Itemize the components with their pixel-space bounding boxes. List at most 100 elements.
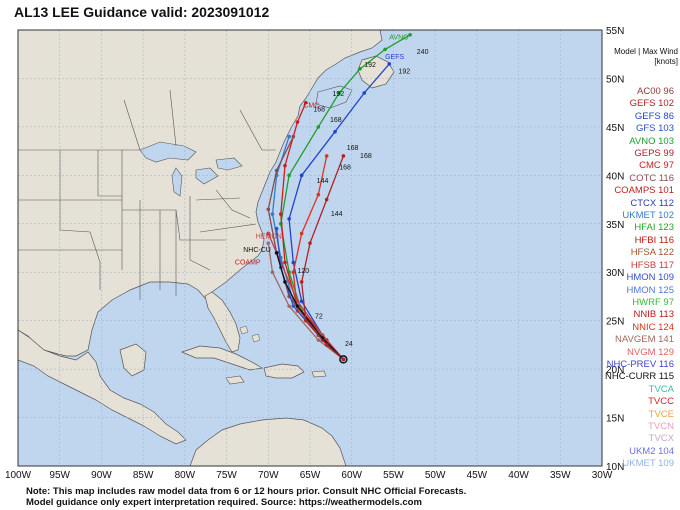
track-point bbox=[362, 91, 367, 95]
lat-tick-label: 20N bbox=[606, 365, 624, 376]
legend-model-name: AVNO bbox=[629, 135, 656, 147]
track-point bbox=[341, 154, 346, 158]
track-point bbox=[274, 251, 279, 255]
lat-axis-labels: 10N 15N 20N 25N 30N 35N 40N 45N 50N 55N bbox=[606, 26, 624, 473]
legend-max-wind: 101 bbox=[655, 185, 674, 197]
legend-item[interactable]: UKMET 109 bbox=[604, 458, 680, 470]
bahamas bbox=[239, 325, 261, 343]
legend-model-name: TVCC bbox=[648, 396, 674, 408]
note-line: Note: This map includes raw model data f… bbox=[26, 486, 467, 497]
legend-max-wind: 102 bbox=[655, 210, 674, 222]
legend-item[interactable]: GEPS 99 bbox=[604, 148, 680, 160]
legend-item[interactable]: TVCX bbox=[604, 433, 680, 445]
track-point bbox=[287, 304, 291, 308]
legend-item[interactable]: HMON 125 bbox=[604, 285, 680, 297]
legend-item[interactable]: CMC 97 bbox=[604, 160, 680, 172]
legend-item[interactable]: HFSA 122 bbox=[604, 247, 680, 259]
legend-item[interactable]: TVCC bbox=[604, 396, 680, 408]
lon-tick-label: 60W bbox=[341, 470, 362, 481]
track-label: 144 bbox=[317, 178, 329, 185]
legend-item[interactable]: GEFS 86 bbox=[604, 111, 680, 123]
track-point bbox=[266, 207, 271, 212]
lon-tick-label: 65W bbox=[300, 470, 321, 481]
legend-item[interactable]: COAMPS 101 bbox=[604, 185, 680, 197]
track-point bbox=[279, 212, 283, 216]
legend-item[interactable]: TVCN bbox=[604, 421, 680, 433]
track-point bbox=[337, 91, 342, 95]
legend-max-wind: 116 bbox=[656, 358, 674, 370]
legend-item[interactable]: HFSB 117 bbox=[604, 260, 680, 272]
central-america bbox=[18, 329, 187, 445]
lat-tick-label: 35N bbox=[606, 220, 624, 231]
track-label: 168 bbox=[360, 153, 372, 160]
legend-item[interactable]: NHC-CURR 115 bbox=[604, 371, 680, 383]
legend-model-name: NAVGEM bbox=[615, 334, 656, 346]
track-point bbox=[387, 62, 392, 66]
track-point bbox=[283, 280, 287, 284]
legend-item[interactable]: HFAI 123 bbox=[604, 222, 680, 234]
disclaimer-note: Note: This map includes raw model data f… bbox=[26, 486, 466, 508]
legend-item[interactable]: AC00 96 bbox=[604, 86, 680, 98]
legend-item[interactable]: NNIC 124 bbox=[604, 322, 680, 334]
legend-item[interactable]: CTCX 112 bbox=[604, 198, 680, 210]
track-point bbox=[266, 231, 271, 236]
legend-item[interactable]: UKMET 102 bbox=[604, 210, 680, 222]
legend-model-name: UKMET bbox=[622, 210, 656, 222]
legend-model-name: TVCE bbox=[648, 408, 674, 420]
track-point bbox=[291, 134, 296, 139]
track-label: 120 bbox=[297, 268, 309, 275]
legend-item[interactable]: TVCE bbox=[604, 409, 680, 421]
legend-item[interactable]: UKM2 104 bbox=[604, 446, 680, 458]
lat-tick-label: 40N bbox=[606, 171, 624, 182]
legend-item[interactable]: COTC 116 bbox=[604, 173, 680, 185]
track-label: 144 bbox=[331, 211, 343, 218]
track-labels: AVNO240GEFS192192192CMC16816816816816814… bbox=[235, 35, 429, 348]
lat-tick-label: 50N bbox=[606, 74, 624, 85]
legend-model-name: HFBI bbox=[634, 234, 657, 246]
legend-item[interactable]: HWRF 97 bbox=[604, 297, 680, 309]
lon-tick-label: 70W bbox=[258, 470, 279, 481]
track-point bbox=[291, 304, 296, 308]
note-line: Model guidance only expert interpretatio… bbox=[26, 497, 422, 508]
model-legend: AC00 96 GEFS 102 GEFS 86 GFS 103 AVNO 103 GEP… bbox=[604, 86, 680, 471]
legend-item[interactable]: GFS 103 bbox=[604, 123, 680, 135]
map-frame bbox=[17, 29, 603, 467]
legend-item[interactable]: HFBI 116 bbox=[604, 235, 680, 247]
legend-model-name: GEFS bbox=[634, 110, 661, 122]
lon-tick-label: 55W bbox=[383, 470, 404, 481]
legend-max-wind: 104 bbox=[655, 445, 674, 457]
legend-model-name: NHC-CURR bbox=[605, 371, 657, 383]
track-point bbox=[287, 217, 291, 221]
gulf-st-lawrence bbox=[315, 85, 353, 109]
track-point bbox=[283, 260, 287, 265]
track-point bbox=[324, 197, 329, 202]
legend-model-name: NVGM bbox=[627, 346, 656, 358]
legend-max-wind: 99 bbox=[660, 148, 674, 160]
legend-model-name: TVCA bbox=[648, 383, 674, 395]
track-point bbox=[383, 47, 387, 52]
legend-item[interactable]: NAVGEM 141 bbox=[604, 334, 680, 346]
legend-model-name: UKMET bbox=[622, 458, 656, 470]
legend-model-name: HWRF bbox=[632, 296, 661, 308]
track-point bbox=[291, 270, 296, 275]
map-title: AL13 LEE Guidance valid: 2023091012 bbox=[14, 4, 270, 20]
legend-item[interactable]: GEFS 102 bbox=[604, 98, 680, 110]
legend-item[interactable]: AVNO 103 bbox=[604, 136, 680, 148]
legend-item[interactable]: NVGM 129 bbox=[604, 347, 680, 359]
lon-tick-label: 35W bbox=[550, 470, 571, 481]
legend-item[interactable]: NNIB 113 bbox=[604, 309, 680, 321]
lat-tick-label: 10N bbox=[606, 462, 624, 473]
legend-item[interactable]: HMON 109 bbox=[604, 272, 680, 284]
track-point bbox=[316, 192, 321, 197]
track-point bbox=[308, 241, 312, 245]
legend-model-name: TVCN bbox=[648, 420, 674, 432]
lon-tick-label: 100W bbox=[5, 470, 32, 481]
track-point bbox=[274, 226, 279, 231]
legend-item[interactable]: TVCA bbox=[604, 384, 680, 396]
hispaniola bbox=[263, 363, 305, 379]
legend-max-wind: 113 bbox=[656, 309, 674, 321]
legend-item[interactable]: NHC-PREV 116 bbox=[604, 359, 680, 371]
south-america bbox=[189, 417, 347, 466]
jamaica bbox=[225, 375, 245, 385]
